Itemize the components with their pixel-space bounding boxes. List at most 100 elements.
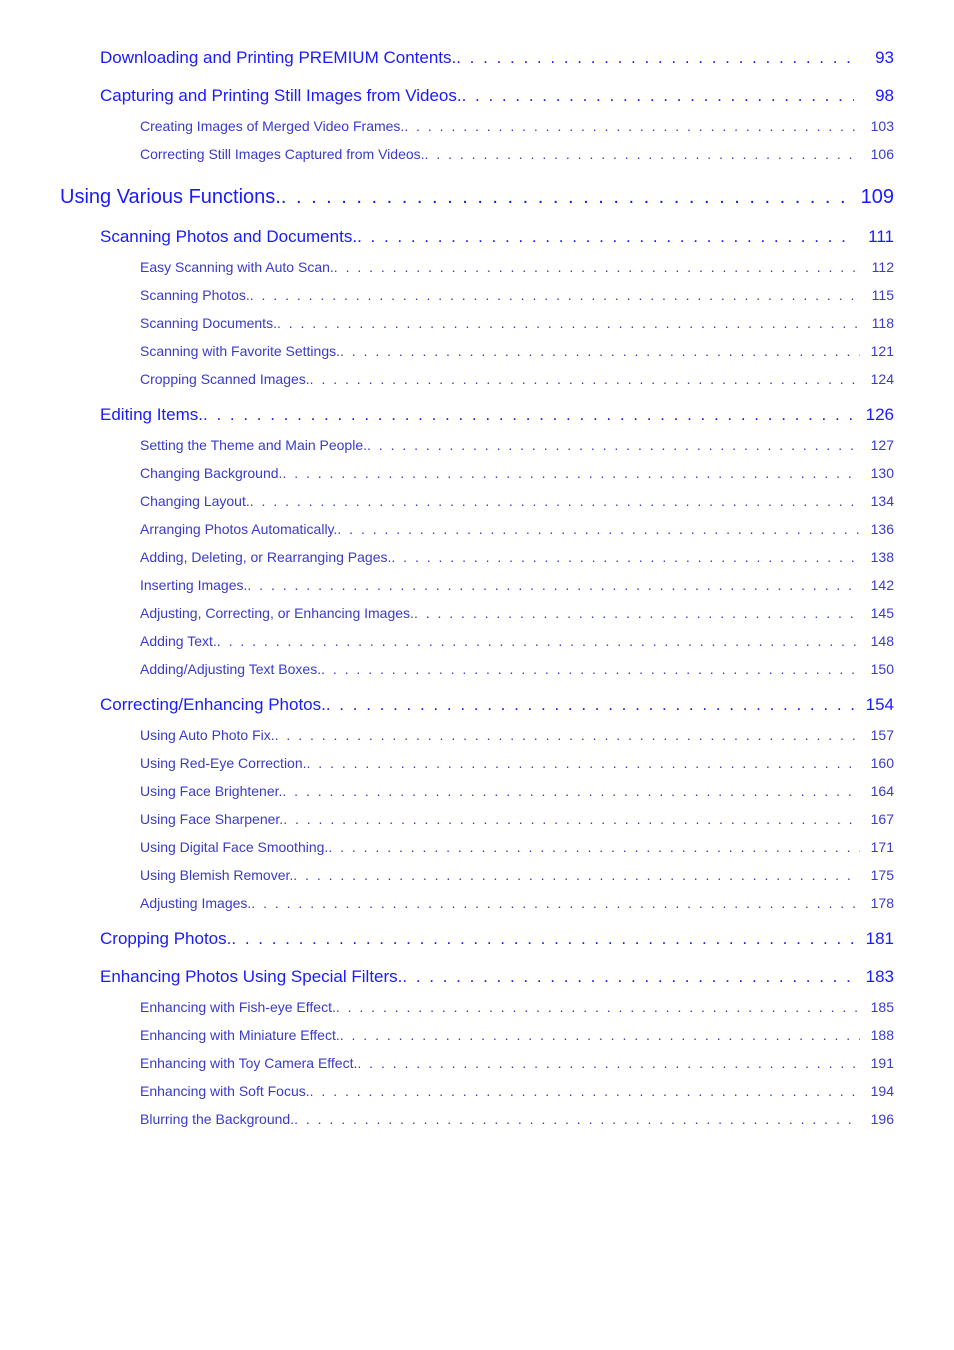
toc-entry[interactable]: Correcting/Enhancing Photos.. . . . . . … xyxy=(60,695,894,715)
toc-leader-dots: . . . . . . . . . . . . . . . . . . . . … xyxy=(456,48,854,68)
toc-entry[interactable]: Using Auto Photo Fix.. . . . . . . . . .… xyxy=(60,727,894,743)
toc-leader-dots: . . . . . . . . . . . . . . . . . . . . … xyxy=(282,783,860,799)
toc-entry-label: Enhancing with Miniature Effect. xyxy=(140,1027,340,1043)
toc-entry-page: 138 xyxy=(860,549,894,565)
toc-entry[interactable]: Enhancing Photos Using Special Filters..… xyxy=(60,967,894,987)
toc-entry-page: 136 xyxy=(860,521,894,537)
toc-entry[interactable]: Enhancing with Soft Focus.. . . . . . . … xyxy=(60,1083,894,1099)
toc-entry-label: Using Digital Face Smoothing. xyxy=(140,839,328,855)
toc-entry[interactable]: Adding/Adjusting Text Boxes.. . . . . . … xyxy=(60,661,894,677)
toc-entry[interactable]: Blurring the Background.. . . . . . . . … xyxy=(60,1111,894,1127)
toc-entry[interactable]: Correcting Still Images Captured from Vi… xyxy=(60,146,894,162)
toc-entry-page: 160 xyxy=(860,755,894,771)
toc-entry[interactable]: Using Digital Face Smoothing.. . . . . .… xyxy=(60,839,894,855)
toc-entry-page: 148 xyxy=(860,633,894,649)
toc-entry-label: Creating Images of Merged Video Frames. xyxy=(140,118,404,134)
toc-entry-label: Adjusting, Correcting, or Enhancing Imag… xyxy=(140,605,414,621)
toc-entry[interactable]: Scanning Documents.. . . . . . . . . . .… xyxy=(60,315,894,331)
toc-leader-dots: . . . . . . . . . . . . . . . . . . . . … xyxy=(217,633,860,649)
toc-entry[interactable]: Adjusting, Correcting, or Enhancing Imag… xyxy=(60,605,894,621)
toc-entry[interactable]: Using Blemish Remover.. . . . . . . . . … xyxy=(60,867,894,883)
toc-entry-label: Using Blemish Remover. xyxy=(140,867,293,883)
toc-entry[interactable]: Using Various Functions.. . . . . . . . … xyxy=(60,186,894,209)
toc-entry[interactable]: Scanning with Favorite Settings.. . . . … xyxy=(60,343,894,359)
toc-entry[interactable]: Using Face Brightener.. . . . . . . . . … xyxy=(60,783,894,799)
toc-leader-dots: . . . . . . . . . . . . . . . . . . . . … xyxy=(337,521,860,537)
toc-entry[interactable]: Arranging Photos Automatically.. . . . .… xyxy=(60,521,894,537)
toc-entry-label: Scanning with Favorite Settings. xyxy=(140,343,340,359)
toc-leader-dots: . . . . . . . . . . . . . . . . . . . . … xyxy=(357,227,854,247)
toc-entry[interactable]: Enhancing with Fish-eye Effect.. . . . .… xyxy=(60,999,894,1015)
toc-leader-dots: . . . . . . . . . . . . . . . . . . . . … xyxy=(326,695,854,715)
toc-entry-page: 183 xyxy=(854,967,894,987)
toc-entry[interactable]: Cropping Scanned Images.. . . . . . . . … xyxy=(60,371,894,387)
toc-entry[interactable]: Setting the Theme and Main People.. . . … xyxy=(60,437,894,453)
toc-leader-dots: . . . . . . . . . . . . . . . . . . . . … xyxy=(391,549,860,565)
toc-leader-dots: . . . . . . . . . . . . . . . . . . . . … xyxy=(293,867,860,883)
toc-leader-dots: . . . . . . . . . . . . . . . . . . . . … xyxy=(402,967,854,987)
toc-leader-dots: . . . . . . . . . . . . . . . . . . . . … xyxy=(203,405,854,425)
table-of-contents: Downloading and Printing PREMIUM Content… xyxy=(60,48,894,1127)
toc-leader-dots: . . . . . . . . . . . . . . . . . . . . … xyxy=(334,259,860,275)
toc-entry[interactable]: Inserting Images.. . . . . . . . . . . .… xyxy=(60,577,894,593)
toc-entry-label: Editing Items. xyxy=(100,405,203,425)
toc-entry-page: 98 xyxy=(854,86,894,106)
toc-entry-label: Adding, Deleting, or Rearranging Pages. xyxy=(140,549,391,565)
toc-entry[interactable]: Adding Text.. . . . . . . . . . . . . . … xyxy=(60,633,894,649)
toc-entry-label: Using Face Sharpener. xyxy=(140,811,283,827)
toc-entry-page: 194 xyxy=(860,1083,894,1099)
toc-entry[interactable]: Enhancing with Toy Camera Effect.. . . .… xyxy=(60,1055,894,1071)
toc-entry[interactable]: Capturing and Printing Still Images from… xyxy=(60,86,894,106)
toc-entry-label: Scanning Documents. xyxy=(140,315,277,331)
toc-entry-label: Using Auto Photo Fix. xyxy=(140,727,275,743)
toc-entry-page: 188 xyxy=(860,1027,894,1043)
toc-entry-page: 164 xyxy=(860,783,894,799)
toc-entry-page: 118 xyxy=(860,315,894,331)
toc-entry[interactable]: Adding, Deleting, or Rearranging Pages..… xyxy=(60,549,894,565)
toc-entry[interactable]: Editing Items.. . . . . . . . . . . . . … xyxy=(60,405,894,425)
toc-entry-label: Enhancing with Toy Camera Effect. xyxy=(140,1055,357,1071)
toc-entry-page: 181 xyxy=(854,929,894,949)
toc-leader-dots: . . . . . . . . . . . . . . . . . . . . … xyxy=(336,999,860,1015)
toc-leader-dots: . . . . . . . . . . . . . . . . . . . . … xyxy=(307,755,860,771)
toc-entry-label: Cropping Scanned Images. xyxy=(140,371,310,387)
toc-leader-dots: . . . . . . . . . . . . . . . . . . . . … xyxy=(277,315,860,331)
toc-entry-page: 127 xyxy=(860,437,894,453)
toc-entry[interactable]: Cropping Photos.. . . . . . . . . . . . … xyxy=(60,929,894,949)
toc-entry[interactable]: Adjusting Images.. . . . . . . . . . . .… xyxy=(60,895,894,911)
toc-leader-dots: . . . . . . . . . . . . . . . . . . . . … xyxy=(357,1055,860,1071)
toc-entry-label: Scanning Photos. xyxy=(140,287,250,303)
toc-entry-page: 178 xyxy=(860,895,894,911)
toc-leader-dots: . . . . . . . . . . . . . . . . . . . . … xyxy=(310,371,860,387)
toc-entry-label: Blurring the Background. xyxy=(140,1111,294,1127)
toc-entry-page: 93 xyxy=(854,48,894,68)
toc-entry-page: 115 xyxy=(860,287,894,303)
toc-entry[interactable]: Easy Scanning with Auto Scan.. . . . . .… xyxy=(60,259,894,275)
toc-entry-page: 145 xyxy=(860,605,894,621)
toc-entry[interactable]: Scanning Photos.. . . . . . . . . . . . … xyxy=(60,287,894,303)
toc-leader-dots: . . . . . . . . . . . . . . . . . . . . … xyxy=(310,1083,860,1099)
toc-entry-label: Using Various Functions. xyxy=(60,186,281,209)
toc-entry[interactable]: Using Face Sharpener.. . . . . . . . . .… xyxy=(60,811,894,827)
toc-entry-label: Adding/Adjusting Text Boxes. xyxy=(140,661,321,677)
toc-entry[interactable]: Scanning Photos and Documents.. . . . . … xyxy=(60,227,894,247)
toc-leader-dots: . . . . . . . . . . . . . . . . . . . . … xyxy=(321,661,860,677)
toc-entry[interactable]: Using Red-Eye Correction.. . . . . . . .… xyxy=(60,755,894,771)
toc-entry-page: 196 xyxy=(860,1111,894,1127)
toc-entry[interactable]: Enhancing with Miniature Effect.. . . . … xyxy=(60,1027,894,1043)
toc-leader-dots: . . . . . . . . . . . . . . . . . . . . … xyxy=(250,287,860,303)
toc-entry-label: Setting the Theme and Main People. xyxy=(140,437,367,453)
toc-entry-page: 106 xyxy=(860,146,894,162)
toc-leader-dots: . . . . . . . . . . . . . . . . . . . . … xyxy=(340,1027,860,1043)
toc-leader-dots: . . . . . . . . . . . . . . . . . . . . … xyxy=(367,437,860,453)
toc-entry[interactable]: Downloading and Printing PREMIUM Content… xyxy=(60,48,894,68)
toc-entry-label: Correcting/Enhancing Photos. xyxy=(100,695,326,715)
toc-leader-dots: . . . . . . . . . . . . . . . . . . . . … xyxy=(328,839,860,855)
toc-entry[interactable]: Changing Layout.. . . . . . . . . . . . … xyxy=(60,493,894,509)
toc-entry[interactable]: Creating Images of Merged Video Frames..… xyxy=(60,118,894,134)
toc-entry[interactable]: Changing Background.. . . . . . . . . . … xyxy=(60,465,894,481)
toc-leader-dots: . . . . . . . . . . . . . . . . . . . . … xyxy=(231,929,854,949)
toc-entry-label: Adding Text. xyxy=(140,633,217,649)
toc-entry-page: 134 xyxy=(860,493,894,509)
toc-entry-page: 111 xyxy=(854,227,894,247)
